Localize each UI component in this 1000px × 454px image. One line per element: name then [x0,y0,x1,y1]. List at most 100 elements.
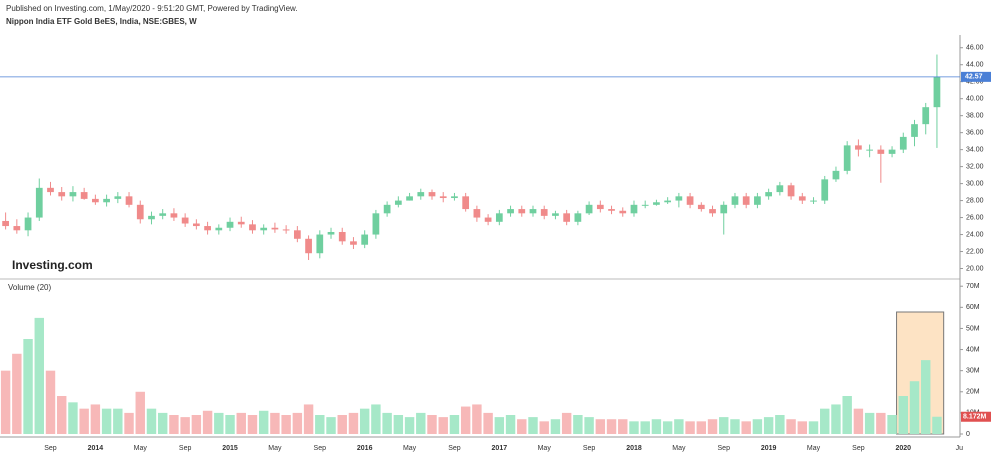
volume-bar [696,421,707,434]
last-price-label: 42.57 [965,74,983,81]
candle-body [237,221,245,225]
volume-tick-label: 0 [966,431,970,438]
candle-body [911,124,918,137]
candle-body [125,196,133,205]
volume-bar [853,408,864,434]
volume-bar [505,415,516,434]
candle-body [473,209,481,218]
x-tick-label: 2014 [88,445,104,452]
volume-bar [427,415,437,434]
volume-bar [404,417,415,434]
volume-bar [786,419,796,434]
candle-body [13,226,21,231]
y-tick-label: 30.00 [966,180,984,187]
volume-bar [157,412,168,434]
x-tick-label: 2015 [222,445,238,452]
volume-bar [887,415,897,434]
y-tick-label: 36.00 [966,129,984,136]
volume-bar [618,419,628,434]
volume-bar [763,417,774,434]
x-tick-label: May [807,445,821,452]
volume-bar [236,412,246,434]
candle-body [765,192,772,197]
volume-bar [662,421,673,434]
candle-body [630,204,638,214]
candle-body [226,221,234,228]
candle-body [69,192,77,197]
candle-body [731,196,739,205]
y-tick-label: 42.00 [966,79,984,86]
volume-bar [707,419,718,434]
x-tick-label: Sep [44,445,57,452]
volume-bar [416,412,426,434]
y-tick-label: 34.00 [966,146,984,153]
y-tick-label: 24.00 [966,231,984,238]
candle-body [103,198,110,203]
x-tick-label: Sep [852,445,865,452]
volume-bar [146,408,157,434]
x-tick-label: 2018 [626,445,642,452]
candle-body [305,238,312,254]
chart-title: Nippon India ETF Gold BeES, India, NSE:G… [6,17,197,26]
volume-bar [348,412,359,434]
candle-body [249,224,256,231]
volume-bar [270,412,280,434]
volume-title: Volume (20) [8,283,51,292]
volume-bar [124,412,134,434]
candle-body [58,192,66,197]
candle-body [114,196,122,199]
candle-body [316,234,324,254]
candle-body [664,200,672,203]
candle-body [271,227,279,230]
candle-body [888,149,896,154]
volume-tick-label: 50M [966,325,980,332]
candle-body [855,145,862,150]
volume-bar [820,408,830,434]
x-tick-label: 2019 [761,445,777,452]
candle-body [529,209,537,214]
volume-bar [831,404,841,434]
volume-bar [528,417,538,434]
candle-body [24,217,32,231]
candle-body [361,234,369,245]
candle-body [428,192,436,197]
volume-bar [741,421,751,434]
candle-body [215,227,223,231]
volume-bar [932,416,942,434]
candle-body [507,209,514,214]
volume-bar [797,421,808,434]
volume-bar [651,419,662,434]
last-volume-label: 8.172M [963,414,987,421]
volume-bar [808,421,819,434]
volume-bar [68,402,78,434]
volume-bar [169,415,179,434]
volume-bar [909,381,920,434]
candle-body [327,231,335,235]
volume-bar [584,417,594,434]
volume-bar [775,415,785,434]
volume-bar [517,419,527,434]
y-tick-label: 22.00 [966,248,984,255]
volume-bar [460,406,471,434]
x-tick-label: Sep [314,445,327,452]
candle-body [922,107,930,125]
candle-body [742,196,750,205]
volume-tick-label: 30M [966,368,980,375]
candle-body [204,226,211,231]
volume-bar [842,396,852,434]
candle-body [899,136,907,150]
candle-body [484,217,492,222]
volume-bar [730,419,740,434]
y-tick-label: 20.00 [966,265,984,272]
candle-body [372,213,380,235]
volume-bar [595,419,606,434]
volume-bar [23,339,33,434]
x-tick-label: Sep [448,445,461,452]
candle-body [338,231,346,242]
candle-body [350,241,357,245]
volume-bar [45,370,56,434]
candle-body [709,209,716,214]
published-note: Published on Investing.com, 1/May/2020 -… [6,4,298,13]
candle-body [810,200,817,202]
